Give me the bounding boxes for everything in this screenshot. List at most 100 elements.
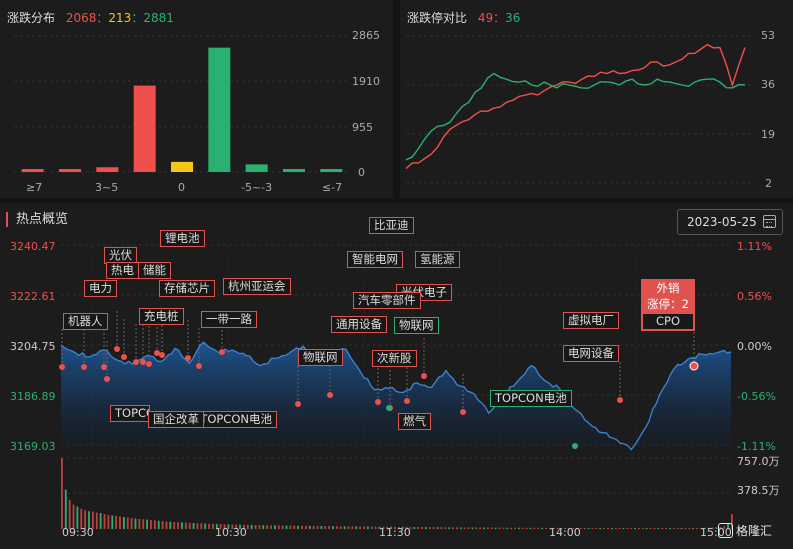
callout-export[interactable]: 外销 涨停：2 CPO: [641, 279, 695, 331]
sep: ：: [96, 11, 109, 25]
volume-bar: [231, 524, 234, 529]
volume-bar: [405, 526, 408, 529]
volume-bar: [270, 525, 272, 529]
event-dot: [421, 373, 427, 379]
hot-tag[interactable]: 热电: [106, 262, 139, 279]
hot-tag[interactable]: 物联网: [394, 317, 439, 334]
hot-tag[interactable]: 虚拟电厂: [563, 312, 619, 329]
volume-bar: [595, 528, 598, 529]
volume-bar: [467, 527, 470, 529]
volume-bar: [289, 525, 292, 529]
hot-tag[interactable]: 燃气: [398, 413, 431, 430]
volume-bar: [142, 519, 145, 529]
volume-bar: [324, 526, 327, 529]
volume-bar: [165, 521, 168, 529]
volume-bar: [196, 523, 199, 529]
event-dot: [196, 363, 202, 369]
hot-tag[interactable]: TOPCON电池: [490, 390, 572, 407]
volume-bar: [676, 528, 679, 529]
event-dot: [375, 399, 381, 405]
price-tick: 3186.89: [10, 390, 56, 403]
volume-bar: [545, 527, 547, 529]
hot-tag[interactable]: 光伏: [104, 247, 137, 264]
hot-tag[interactable]: 智能电网: [347, 251, 403, 268]
hot-tag[interactable]: TOPCON电池: [110, 405, 150, 422]
volume-bar: [661, 528, 664, 529]
event-dot: [59, 364, 65, 370]
volume-bar: [374, 526, 377, 529]
volume-bar: [607, 528, 609, 529]
volume-bar: [487, 527, 489, 529]
volume-bar: [448, 527, 451, 529]
volume-bar: [285, 525, 288, 529]
volume-bar: [382, 526, 385, 529]
volume-bar: [173, 521, 176, 529]
volume-bar: [103, 513, 106, 529]
price-tick: 3204.75: [10, 340, 56, 353]
hot-tag[interactable]: 存储芯片: [159, 280, 215, 297]
hot-tag[interactable]: 机器人: [63, 313, 108, 330]
y-tick: 955: [352, 121, 373, 134]
volume-bar: [107, 514, 110, 529]
volume-bar: [68, 499, 71, 529]
volume-bar: [99, 513, 102, 529]
calendar-icon[interactable]: [763, 215, 776, 228]
volume-bar: [161, 521, 164, 529]
dist-bar: [133, 85, 156, 172]
volume-bar: [95, 512, 98, 529]
volume-bar: [239, 524, 241, 529]
hot-tag[interactable]: 比亚迪: [369, 217, 414, 234]
hot-tag[interactable]: 物联网: [298, 349, 343, 366]
volume-bar: [696, 528, 698, 529]
volume-bar: [130, 517, 133, 529]
volume-bar: [711, 527, 714, 529]
time-label: 09:30: [62, 526, 94, 539]
distribution-title-text: 涨跌分布: [7, 11, 56, 25]
price-line: [60, 341, 732, 451]
hot-tag[interactable]: 充电桩: [139, 308, 184, 325]
volume-tick: 757.0万: [737, 455, 780, 468]
volume-bar: [483, 527, 485, 529]
hot-tag[interactable]: 汽车零部件: [353, 292, 421, 309]
volume-bar: [200, 523, 203, 529]
volume-bar: [703, 527, 706, 529]
volume-bar: [428, 527, 431, 529]
volume-bar: [440, 527, 443, 529]
event-dot: [460, 409, 466, 415]
hot-tag[interactable]: TOPCON电池: [203, 411, 277, 428]
volume-bar: [436, 527, 439, 529]
y-tick: 36: [761, 78, 775, 91]
hot-tag[interactable]: 锂电池: [160, 230, 205, 247]
hot-tag[interactable]: 电网设备: [563, 345, 619, 362]
event-dot: [404, 398, 410, 404]
hot-tag[interactable]: 氢能源: [415, 251, 460, 268]
hot-tag[interactable]: 杭州亚运会: [223, 278, 291, 295]
hot-tag[interactable]: 电力: [84, 280, 117, 297]
volume-bar: [72, 504, 75, 529]
event-dot: [617, 397, 623, 403]
price-tick: 3240.47: [10, 240, 56, 253]
volume-bar: [246, 524, 249, 529]
volume-bar: [281, 525, 284, 529]
volume-bar: [731, 513, 733, 529]
y-tick: 0: [358, 166, 365, 179]
down-count: 2881: [143, 11, 174, 25]
hot-tag[interactable]: 次新股: [372, 350, 417, 367]
distribution-title: 涨跌分布 2068：213：2881: [7, 9, 174, 26]
date-picker[interactable]: 2023-05-25: [677, 209, 783, 235]
x-label: 0: [178, 181, 185, 194]
volume-bar: [583, 527, 586, 529]
volume-bar: [479, 527, 482, 529]
hot-tag[interactable]: 储能: [138, 262, 171, 279]
pct-tick: 0.00%: [737, 340, 772, 353]
dist-bar: [245, 164, 268, 172]
y-tick: 1910: [352, 75, 380, 88]
volume-bar: [223, 524, 226, 529]
hot-tag[interactable]: 一带一路: [201, 311, 257, 328]
time-label: 10:30: [215, 526, 247, 539]
hot-tag[interactable]: 通用设备: [331, 316, 387, 333]
hot-tag[interactable]: 国企改革: [148, 411, 204, 428]
volume-bar: [541, 527, 544, 529]
date-value: 2023-05-25: [687, 215, 757, 229]
event-dot: [146, 361, 152, 367]
